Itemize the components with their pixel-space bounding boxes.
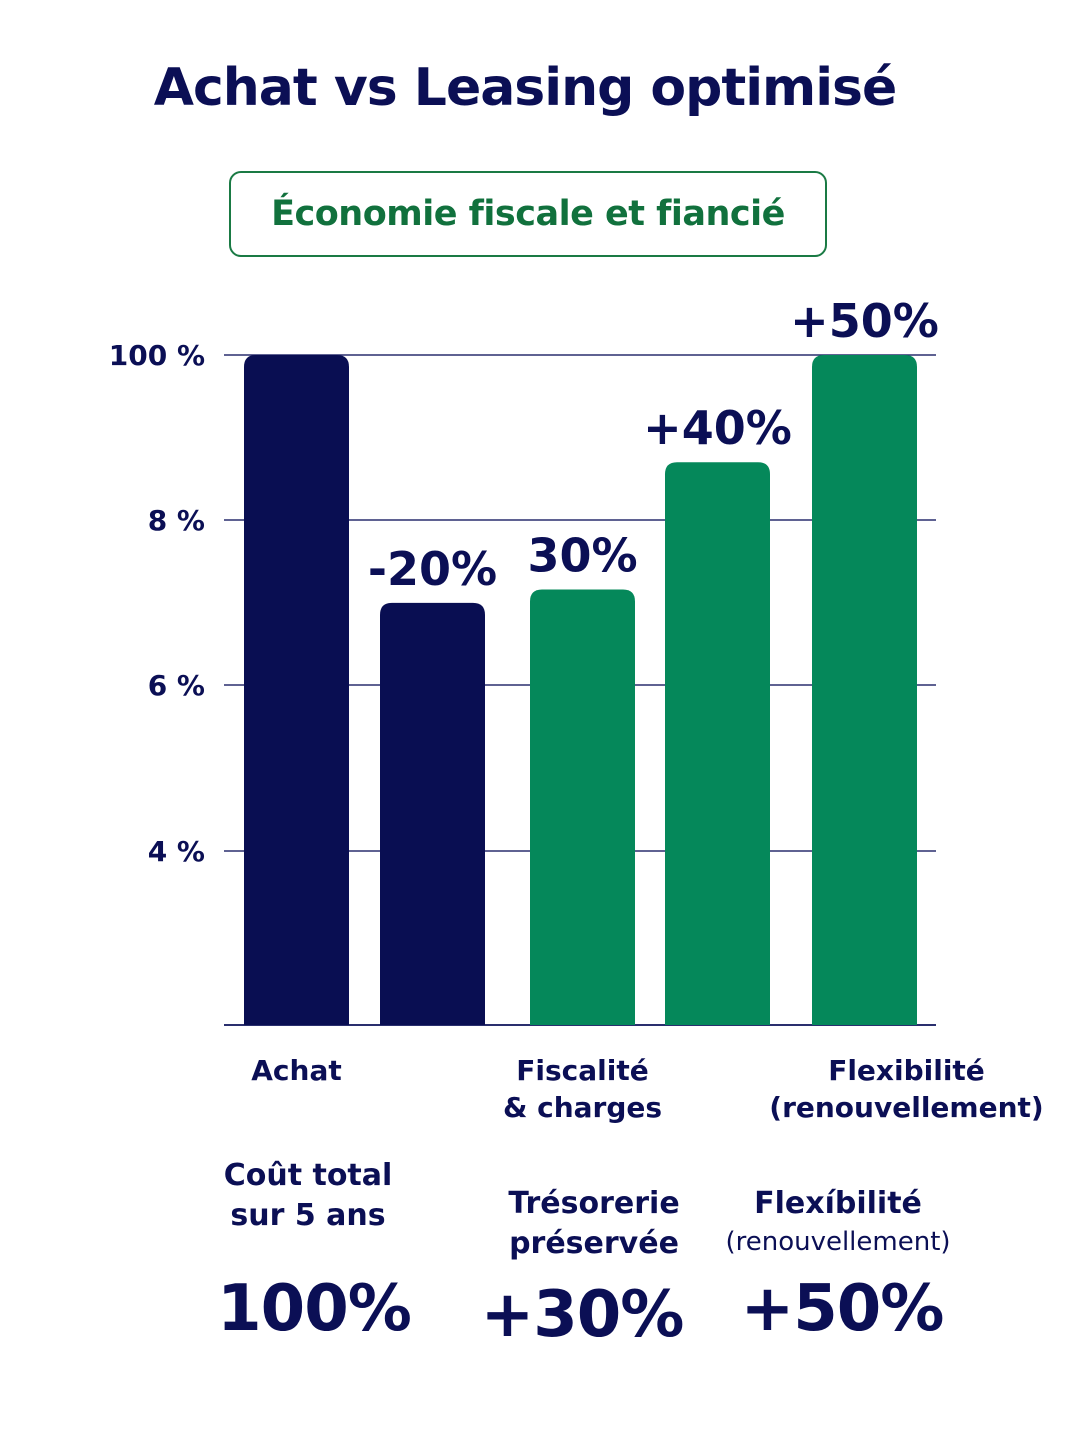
- metric-label-line: préservée: [509, 1226, 679, 1261]
- bar-value-label: +40%: [643, 401, 792, 455]
- y-tick-label: 4 %: [148, 835, 205, 868]
- metric-value-treasury: +30%: [480, 1278, 685, 1352]
- bar: [530, 589, 635, 1025]
- y-tick-label: 8 %: [148, 504, 205, 537]
- bar: [244, 355, 349, 1025]
- metric-treasury: Trésorerie préservée: [484, 1184, 704, 1264]
- y-tick-label: 6 %: [148, 669, 205, 702]
- metric-value-total-cost: 100%: [217, 1272, 412, 1346]
- bar: [812, 355, 917, 1025]
- bar: [665, 462, 770, 1025]
- x-category-label: & charges: [503, 1091, 662, 1124]
- y-tick-label: 100 %: [109, 339, 205, 372]
- bar-value-label: -20%: [368, 542, 497, 596]
- x-category-label: Fiscalité: [516, 1054, 648, 1087]
- x-category-label: (renouvellement): [769, 1091, 1043, 1124]
- subtitle-badge: Économie fiscale et fiancié: [229, 171, 827, 257]
- metric-label-line: (renouvellement): [725, 1227, 951, 1257]
- bar-value-label: 30%: [527, 529, 637, 583]
- metric-flexibility: Flexíbilité (renouvellement): [718, 1184, 958, 1260]
- metric-label-line: Coût total: [223, 1158, 393, 1193]
- bar-value-label: +50%: [790, 294, 939, 348]
- x-category-label: Flexibilité: [828, 1054, 985, 1087]
- bar: [380, 602, 485, 1025]
- metric-total-cost: Coût total sur 5 ans: [198, 1156, 418, 1236]
- x-category-label: Achat: [251, 1054, 341, 1087]
- metric-label-line: Trésorerie: [508, 1186, 680, 1221]
- subtitle-text: Économie fiscale et fiancié: [271, 194, 785, 234]
- metric-label-line: sur 5 ans: [230, 1198, 386, 1233]
- chart-title: Achat vs Leasing optimisé: [153, 58, 898, 118]
- metric-label-line: Flexíbilité: [754, 1186, 922, 1221]
- metric-value-flexibility: +50%: [740, 1272, 945, 1346]
